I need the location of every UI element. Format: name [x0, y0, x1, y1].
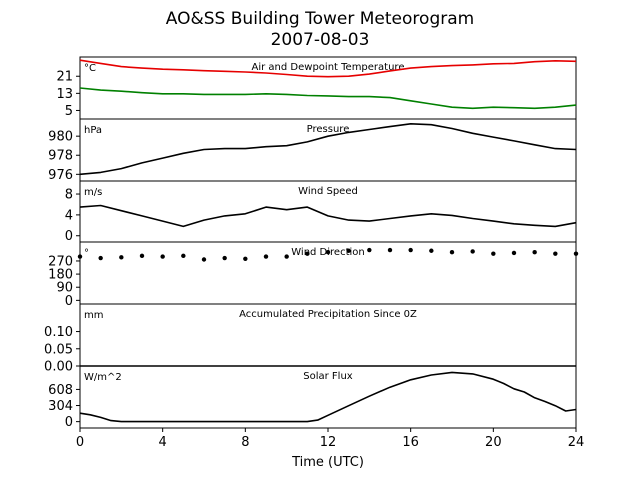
- y-tick-label: 180: [48, 268, 73, 283]
- y-tick-label: 0.10: [44, 325, 73, 340]
- panel-unit-label: °: [84, 248, 89, 259]
- data-point: [532, 250, 537, 255]
- panel-pressure: 976 978 980 hPa Pressure: [48, 118, 577, 183]
- data-point: [573, 251, 579, 256]
- y-tick-label: 978: [48, 149, 73, 164]
- data-point: [305, 251, 310, 256]
- y-tick-label: 0: [65, 415, 73, 430]
- x-tick-label: 0: [76, 435, 84, 450]
- data-point: [325, 250, 331, 255]
- data-point: [408, 247, 413, 253]
- panel-title: Air and Dewpoint Temperature: [252, 62, 405, 73]
- y-tick-label: 270: [48, 254, 73, 269]
- y-tick-label: 8: [65, 188, 73, 203]
- data-point: [98, 255, 103, 261]
- data-point: [139, 253, 145, 259]
- series-line: [79, 204, 577, 228]
- data-point: [346, 248, 351, 253]
- x-tick-label: 16: [402, 435, 419, 450]
- chart-title-line2: 2007-08-03: [271, 30, 370, 50]
- x-tick-label: 20: [485, 435, 502, 450]
- y-tick-label: 976: [48, 168, 73, 183]
- data-point: [222, 255, 227, 261]
- data-point: [367, 247, 372, 253]
- x-tick-label: 4: [159, 435, 167, 450]
- y-tick-label: 980: [48, 130, 73, 145]
- data-point: [470, 249, 475, 254]
- y-tick-label: 0: [65, 294, 73, 309]
- x-tick-label: 24: [568, 435, 585, 450]
- panel-wind-speed: 0 4 8 m/s Wind Speed: [65, 180, 577, 244]
- data-point: [243, 256, 248, 261]
- y-tick-label: 0.05: [44, 342, 73, 357]
- data-point: [284, 254, 289, 259]
- panel-title: Wind Speed: [298, 186, 358, 197]
- series-line: [79, 371, 577, 423]
- y-tick-label: 608: [48, 383, 73, 398]
- y-tick-label: 5: [65, 104, 73, 119]
- panel-unit-label: W/m^2: [84, 372, 122, 383]
- data-point: [491, 251, 496, 256]
- panel-unit-label: hPa: [84, 125, 102, 136]
- y-tick-label: 90: [56, 281, 73, 296]
- x-tick-label: 8: [241, 435, 249, 450]
- data-point: [77, 254, 83, 259]
- x-axis-label: Time (UTC): [291, 455, 364, 470]
- data-point: [181, 253, 186, 259]
- data-point: [263, 254, 269, 259]
- data-point: [201, 257, 207, 262]
- data-point: [160, 254, 165, 259]
- series-line: [79, 87, 577, 110]
- panel-temperature: 5 13 21 °C Air and Dewpoint Temperature: [56, 56, 577, 120]
- x-axis: 0 4 8 12 16 20 24: [76, 428, 584, 450]
- panel-title: Accumulated Precipitation Since 0Z: [239, 309, 417, 320]
- panel-precipitation: 0.00 0.05 0.10 mm Accumulated Precipitation …: [44, 303, 577, 375]
- panel-title: Solar Flux: [303, 371, 353, 382]
- y-tick-label: 21: [56, 70, 73, 85]
- series-line: [79, 123, 577, 176]
- y-tick-label: 0: [65, 229, 73, 244]
- series-line: [79, 59, 577, 78]
- data-point: [429, 248, 434, 253]
- panel-title: Pressure: [307, 124, 350, 135]
- chart-title-line1: AO&SS Building Tower Meteorogram: [166, 9, 474, 29]
- panel-unit-label: mm: [84, 310, 103, 321]
- y-tick-label: 4: [65, 208, 73, 223]
- x-tick-label: 12: [320, 435, 337, 450]
- panel-unit-label: m/s: [84, 187, 102, 198]
- y-tick-label: 13: [56, 87, 73, 102]
- y-tick-label: 304: [48, 399, 73, 414]
- data-point: [553, 251, 558, 256]
- data-point: [119, 255, 124, 260]
- data-point: [449, 250, 455, 255]
- data-point: [511, 250, 517, 256]
- panel-unit-label: °C: [84, 63, 96, 74]
- y-tick-label: 0.00: [44, 360, 73, 375]
- data-point: [387, 247, 393, 253]
